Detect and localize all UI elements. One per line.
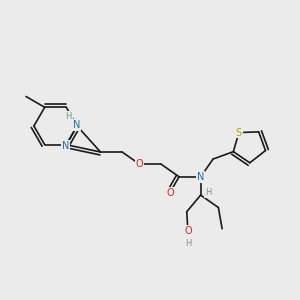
Text: N: N — [62, 141, 69, 151]
Text: S: S — [236, 128, 242, 138]
Text: N: N — [197, 172, 204, 182]
Text: O: O — [166, 188, 174, 198]
Text: H: H — [65, 112, 72, 121]
Text: O: O — [136, 159, 144, 170]
Text: N: N — [73, 120, 80, 130]
Text: H: H — [185, 239, 191, 248]
Text: H: H — [205, 188, 211, 197]
Text: O: O — [184, 226, 192, 236]
